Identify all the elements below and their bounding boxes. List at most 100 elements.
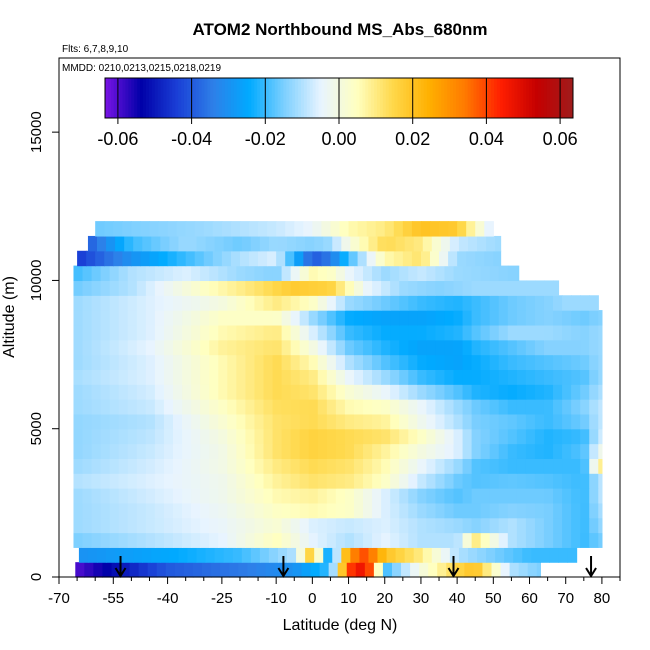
heatmap-cell [299, 473, 310, 489]
heatmap-cell [543, 502, 554, 519]
heatmap-cell [326, 310, 337, 326]
heatmap-cell [299, 339, 310, 356]
heatmap-cell [263, 354, 274, 370]
heatmap-cell [553, 428, 563, 445]
heatmap-cell [335, 310, 346, 326]
heatmap-cell [353, 324, 364, 341]
heatmap-cell [191, 517, 201, 534]
heatmap-cell [200, 443, 210, 459]
heatmap-cell [381, 280, 391, 296]
heatmap-cell [399, 339, 409, 356]
heatmap-cell [462, 339, 473, 356]
heatmap-cell [136, 399, 147, 415]
heatmap-cell [495, 235, 502, 252]
heatmap-cell [154, 458, 165, 474]
heatmap-cell [136, 473, 147, 489]
heatmap-cell [118, 295, 129, 311]
heatmap-cell [227, 310, 237, 326]
heatmap-cell [437, 562, 447, 578]
colorbar-swatch [216, 78, 220, 118]
heatmap-cell [598, 324, 603, 341]
colorbar-tick-label: 0.02 [395, 129, 430, 149]
heatmap-cell [317, 295, 328, 311]
heatmap-cell [290, 532, 301, 548]
heatmap-cell [489, 532, 500, 548]
heatmap-cell [543, 443, 554, 459]
heatmap-cell [598, 502, 603, 519]
colorbar-swatch [201, 78, 205, 118]
heatmap-cell [332, 547, 342, 563]
heatmap-cell [480, 458, 491, 474]
heatmap-cell [100, 265, 111, 282]
y-tick-label: 5000 [28, 412, 45, 445]
heatmap-cell [326, 324, 337, 341]
heatmap-cell [395, 235, 406, 252]
heatmap-cell [256, 562, 266, 578]
heatmap-cell [308, 354, 319, 370]
heatmap-cell [598, 473, 603, 489]
heatmap-cell [471, 339, 482, 356]
heatmap-cell [75, 562, 85, 578]
heatmap-cell [109, 473, 120, 489]
heatmap-cell [571, 324, 581, 341]
heatmap-cell [308, 295, 319, 311]
heatmap-cell [299, 488, 310, 504]
heatmap-cell [118, 384, 129, 400]
heatmap-cell [321, 250, 332, 267]
heatmap-cell [227, 354, 237, 370]
heatmap-cell [335, 517, 346, 534]
heatmap-cell [553, 473, 563, 489]
heatmap-cell [408, 532, 418, 548]
heatmap-cell [525, 532, 536, 548]
heatmap-cell [543, 324, 554, 341]
heatmap-cell [209, 532, 219, 548]
heatmap-cell [196, 235, 207, 252]
heatmap-cell [553, 354, 563, 370]
heatmap-cell [192, 562, 203, 578]
heatmap-cell [145, 295, 156, 311]
heatmap-cell [471, 324, 482, 341]
heatmap-cell [136, 339, 147, 356]
heatmap-cell [299, 324, 310, 341]
heatmap-cell [543, 428, 554, 445]
heatmap-cell [317, 532, 328, 548]
heatmap-cell [173, 310, 183, 326]
heatmap-cell [91, 295, 102, 311]
heatmap-cell [205, 547, 216, 563]
heatmap-cell [247, 562, 257, 578]
heatmap-cell [344, 413, 355, 430]
colorbar-swatch [295, 78, 299, 118]
heatmap-cell [375, 250, 386, 267]
heatmap-cell [281, 280, 292, 296]
heatmap-cell [205, 235, 216, 252]
heatmap-cell [363, 280, 373, 296]
colorbar-swatch [491, 78, 495, 118]
heatmap-cell [326, 428, 337, 445]
heatmap-cell [236, 488, 246, 504]
heatmap-cell [87, 547, 98, 563]
colorbar-swatch [508, 78, 513, 118]
y-tick-label: 15000 [28, 111, 45, 153]
heatmap-cell [344, 324, 355, 341]
heatmap-cell [163, 354, 174, 370]
heatmap-cell [272, 488, 283, 504]
heatmap-cell [109, 532, 120, 548]
heatmap-cell [268, 547, 279, 563]
heatmap-cell [598, 399, 603, 415]
heatmap-cell [241, 547, 252, 563]
heatmap-cell [489, 399, 500, 415]
heatmap-cell [263, 428, 274, 445]
heatmap-cell [417, 413, 427, 430]
heatmap-cell [571, 413, 581, 430]
heatmap-cell [249, 221, 259, 237]
heatmap-cell [516, 324, 527, 341]
heatmap-cell [390, 265, 400, 282]
heatmap-cell [127, 413, 138, 430]
heatmap-cell [212, 250, 223, 267]
heatmap-cell [91, 413, 102, 430]
heatmap-cell [471, 517, 482, 534]
heatmap-cell [200, 354, 210, 370]
heatmap-cell [489, 473, 500, 489]
colorbar-swatch [412, 78, 416, 118]
heatmap-cell [245, 488, 256, 504]
